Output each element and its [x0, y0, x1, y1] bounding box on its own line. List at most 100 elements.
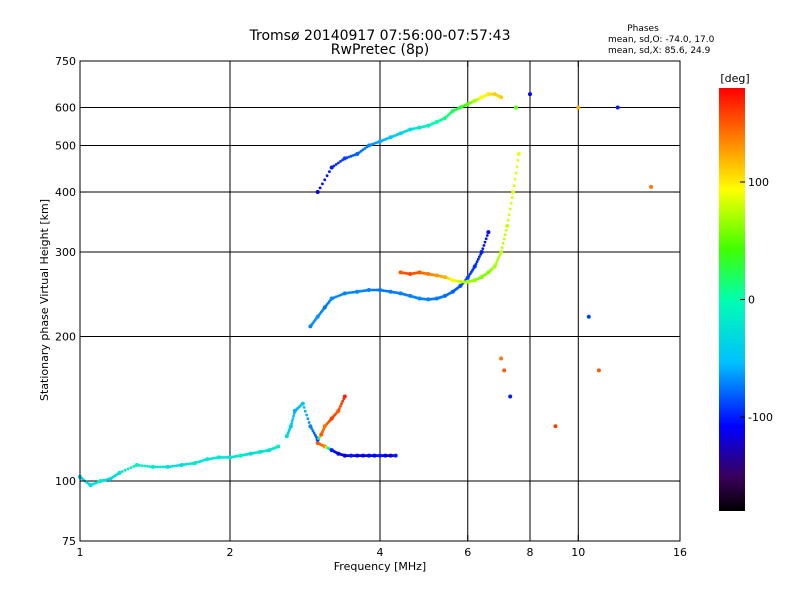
data-point: [148, 465, 152, 468]
data-point: [132, 464, 136, 468]
data-point: [495, 260, 499, 263]
data-point: [586, 314, 591, 319]
data-point: [596, 368, 601, 373]
data-point: [512, 184, 516, 188]
grid-lines: [80, 61, 680, 541]
y-tick-label: 200: [55, 331, 76, 344]
data-point: [312, 431, 316, 435]
data-point: [357, 151, 361, 155]
data-point: [158, 465, 162, 469]
data-point: [334, 163, 338, 166]
data-point: [528, 92, 532, 97]
data-point: [292, 414, 295, 418]
data-point: [168, 465, 172, 468]
data-point: [507, 213, 511, 217]
data-point: [175, 464, 179, 467]
data-point: [126, 467, 130, 471]
data-point: [146, 464, 149, 468]
y-tick-label: 500: [55, 140, 76, 153]
data-point: [332, 296, 336, 300]
y-tick-label: 750: [55, 55, 76, 68]
data-point: [484, 237, 488, 241]
data-point: [138, 463, 141, 467]
data-point: [506, 218, 510, 222]
y-tick-label: 100: [55, 475, 76, 488]
data-point: [311, 429, 315, 433]
data-point: [117, 470, 122, 475]
x-axis-label: Frequency [MHz]: [334, 560, 426, 573]
data-point: [502, 237, 506, 241]
data-point: [361, 148, 365, 152]
data-point: [339, 293, 342, 297]
data-point: [474, 262, 478, 266]
data-point: [325, 174, 329, 178]
data-point: [140, 464, 144, 467]
data-point: [510, 196, 514, 200]
data-point: [336, 294, 340, 298]
data-point: [341, 399, 345, 403]
data-point: [486, 230, 491, 235]
data-point: [120, 470, 124, 473]
y-tick-label: 600: [55, 102, 76, 115]
data-point: [161, 465, 165, 469]
data-point: [134, 463, 139, 467]
data-point: [363, 147, 367, 150]
data-point: [313, 433, 317, 437]
data-point: [503, 233, 507, 237]
data-point: [492, 264, 497, 269]
data-point: [156, 465, 160, 469]
data-point: [516, 152, 521, 156]
data-point: [129, 466, 133, 469]
data-point: [615, 105, 620, 110]
data-point: [195, 461, 199, 464]
x-tick-label: 10: [571, 546, 585, 559]
y-tick-label: 400: [55, 186, 76, 199]
data-point: [502, 368, 507, 373]
colorbar-tick-label: 100: [748, 176, 769, 189]
data-point: [501, 241, 505, 245]
data-point: [153, 465, 157, 469]
data-point: [508, 207, 512, 211]
x-tick-label: 1: [77, 546, 84, 559]
data-point: [300, 401, 305, 406]
x-tick-label: 6: [464, 546, 471, 559]
data-points: [78, 92, 654, 488]
data-point: [393, 453, 398, 458]
data-point: [303, 409, 307, 413]
data-point: [290, 422, 293, 426]
data-point: [514, 171, 518, 175]
data-point: [494, 262, 498, 266]
data-point: [318, 186, 322, 190]
data-point: [143, 464, 147, 468]
data-point: [307, 421, 311, 424]
data-point: [516, 159, 520, 162]
data-point: [513, 178, 517, 181]
data-point: [499, 250, 504, 254]
data-point: [497, 255, 501, 259]
chart-subtitle: RwPretec (8p): [331, 42, 429, 58]
phases-line-x: mean, sd,X: 85.6, 24.9: [608, 46, 711, 56]
colorbar-label: [deg]: [720, 72, 749, 85]
data-point: [505, 223, 510, 228]
data-point: [511, 190, 516, 194]
data-point: [184, 462, 188, 466]
x-tick-label: 8: [527, 546, 534, 559]
data-point: [171, 464, 174, 468]
data-point: [349, 291, 353, 294]
data-point: [305, 413, 308, 417]
colorbar-ticks: 100 0 -100: [740, 176, 773, 424]
data-point: [483, 240, 487, 244]
axis-ticks: 1 2 4 6 8 10 16 75 100 200 300 400 500 600 750: [55, 55, 687, 559]
data-point: [340, 402, 343, 406]
data-point: [182, 463, 186, 467]
data-point: [515, 165, 519, 169]
data-point: [290, 419, 294, 423]
data-point: [339, 160, 342, 163]
data-point: [186, 462, 190, 466]
data-point: [321, 182, 324, 186]
colorbar-tick-label: -100: [748, 411, 773, 424]
data-point: [472, 264, 477, 269]
data-point: [476, 257, 480, 261]
data-point: [553, 424, 558, 429]
